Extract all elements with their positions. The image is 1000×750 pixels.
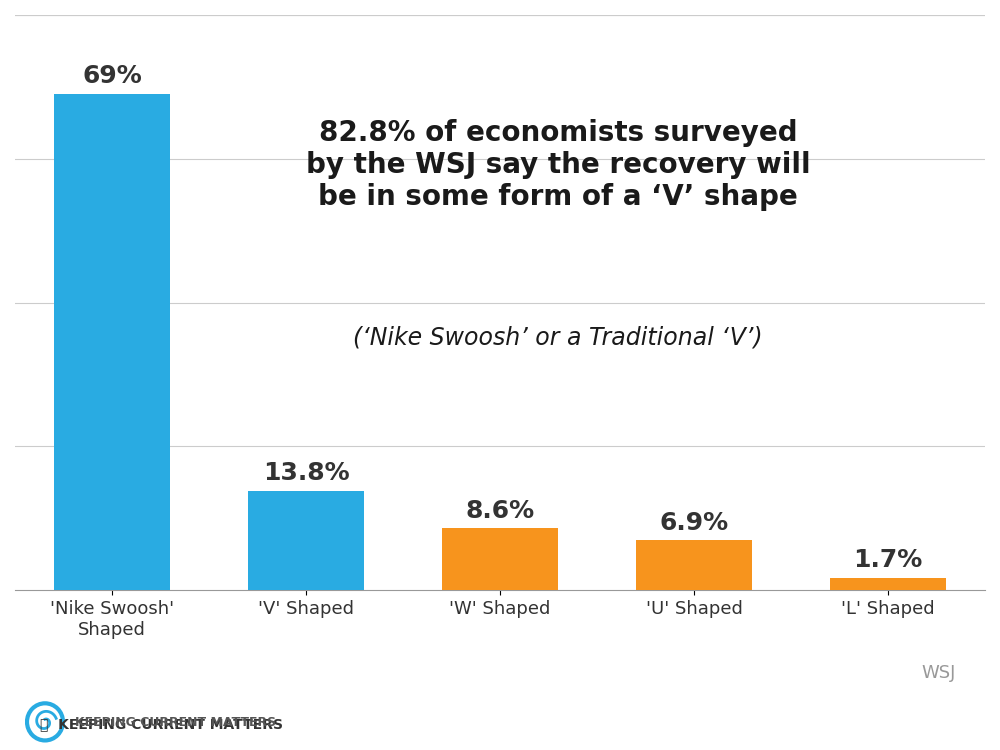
Text: 6.9%: 6.9% xyxy=(659,511,729,535)
Text: WSJ: WSJ xyxy=(922,664,956,682)
Text: (‘Nike Swoosh’ or a Traditional ‘V’): (‘Nike Swoosh’ or a Traditional ‘V’) xyxy=(353,326,763,350)
Text: 13.8%: 13.8% xyxy=(263,461,349,485)
Text: 82.8% of economists surveyed
by the WSJ say the recovery will
be in some form of: 82.8% of economists surveyed by the WSJ … xyxy=(306,118,811,211)
Bar xyxy=(830,578,946,590)
Bar xyxy=(248,491,364,590)
Text: Ⓒ  KEEPING CURRENT MATTERS: Ⓒ KEEPING CURRENT MATTERS xyxy=(40,717,283,731)
Text: 1.7%: 1.7% xyxy=(853,548,923,572)
Text: 69%: 69% xyxy=(82,64,142,88)
Bar xyxy=(54,94,170,590)
Bar xyxy=(636,541,752,590)
Text: KEEPING CURRENT MATTERS: KEEPING CURRENT MATTERS xyxy=(75,716,276,729)
Text: 8.6%: 8.6% xyxy=(465,499,535,523)
Bar xyxy=(442,528,558,590)
